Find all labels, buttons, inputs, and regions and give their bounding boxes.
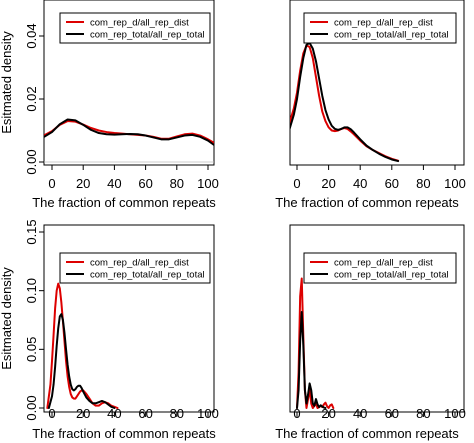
series-group <box>44 118 214 147</box>
x-axis-title: The fraction of common repeats <box>32 426 216 441</box>
x-tick-label: 60 <box>385 406 399 421</box>
series-line-dist <box>46 282 119 409</box>
y-tick-label: 0.05 <box>24 337 39 362</box>
y-tick-label: 0.00 <box>24 395 39 420</box>
y-tick-label: 0.15 <box>24 219 39 244</box>
x-tick-label: 60 <box>138 406 152 421</box>
series-line-total <box>47 313 116 409</box>
x-tick-label: 100 <box>444 176 466 191</box>
legend: com_rep_d/all_rep_distcom_rep_total/all_… <box>303 252 457 284</box>
x-axis-title: The fraction of common repeats <box>275 195 459 210</box>
legend: com_rep_d/all_rep_distcom_rep_total/all_… <box>303 12 457 44</box>
series-line-dist <box>290 44 400 162</box>
series-group <box>46 282 119 409</box>
legend-box <box>59 252 211 284</box>
chart-panel-2: 0 20 40 60 80 100 The fraction of common repea… <box>275 0 466 210</box>
x-tick-label: 60 <box>385 176 399 191</box>
y-tick-label: 0.04 <box>24 23 39 48</box>
x-tick-label: 40 <box>107 176 121 191</box>
legend-entry: com_rep_total/all_rep_total <box>334 270 449 281</box>
x-tick-label: 80 <box>416 406 430 421</box>
x-tick-label: 80 <box>170 406 184 421</box>
x-tick-label: 40 <box>353 406 367 421</box>
legend-box <box>303 12 457 44</box>
x-tick-label: 40 <box>353 176 367 191</box>
y-axis-title: Esitmated density <box>0 31 14 134</box>
x-tick-label: 40 <box>107 406 121 421</box>
legend-entry: com_rep_total/all_rep_total <box>90 30 205 41</box>
y-tick-label: 0.02 <box>24 86 39 111</box>
legend-entry: com_rep_d/all_rep_dist <box>90 258 189 269</box>
x-axis-title: The fraction of common repeats <box>32 195 216 210</box>
legend: com_rep_d/all_rep_distcom_rep_total/all_… <box>59 12 211 44</box>
chart-panel-1: 0 20 40 60 80 100 0.00 0.02 0.04 The fraction of … <box>0 0 219 210</box>
x-tick-label: 60 <box>138 176 152 191</box>
x-tick-label: 80 <box>170 176 184 191</box>
plot-frame <box>289 224 465 413</box>
y-axis-title: Esitmated density <box>0 267 14 370</box>
series-line-total <box>44 118 214 147</box>
x-tick-label: 100 <box>444 406 466 421</box>
plot-frame <box>43 0 215 166</box>
chart-panel-3: 0 20 40 60 80 100 0.00 0.05 0.10 0.15 The fraction… <box>0 219 219 441</box>
x-tick-label: 100 <box>197 176 219 191</box>
x-tick-label: 0 <box>293 406 300 421</box>
x-tick-label: 0 <box>48 406 55 421</box>
series-group <box>296 277 335 409</box>
x-tick-label: 20 <box>321 176 335 191</box>
x-tick-label: 80 <box>416 176 430 191</box>
legend-entry: com_rep_total/all_rep_total <box>334 30 449 41</box>
legend-box <box>303 252 457 284</box>
legend-entry: com_rep_d/all_rep_dist <box>334 258 433 269</box>
x-tick-label: 0 <box>48 176 55 191</box>
series-line-total <box>290 41 400 163</box>
legend-box <box>59 12 211 44</box>
y-tick-label: 0.00 <box>24 149 39 174</box>
legend-entry: com_rep_d/all_rep_dist <box>90 18 189 29</box>
series-group <box>290 41 400 163</box>
legend-entry: com_rep_total/all_rep_total <box>90 270 205 281</box>
chart-panel-4: 0 20 40 60 80 100 The fraction of common repea… <box>275 224 466 441</box>
x-tick-label: 20 <box>76 176 90 191</box>
series-line-dist <box>44 120 214 144</box>
x-tick-label: 100 <box>197 406 219 421</box>
legend-entry: com_rep_d/all_rep_dist <box>334 18 433 29</box>
x-tick-label: 20 <box>321 406 335 421</box>
x-tick-label: 0 <box>293 176 300 191</box>
x-axis-title: The fraction of common repeats <box>275 426 459 441</box>
y-tick-label: 0.10 <box>24 278 39 303</box>
plot-frame <box>289 0 465 166</box>
plot-frame <box>43 224 215 413</box>
legend: com_rep_d/all_rep_distcom_rep_total/all_… <box>59 252 211 284</box>
series-line-total <box>296 310 327 409</box>
x-tick-label: 20 <box>76 406 90 421</box>
